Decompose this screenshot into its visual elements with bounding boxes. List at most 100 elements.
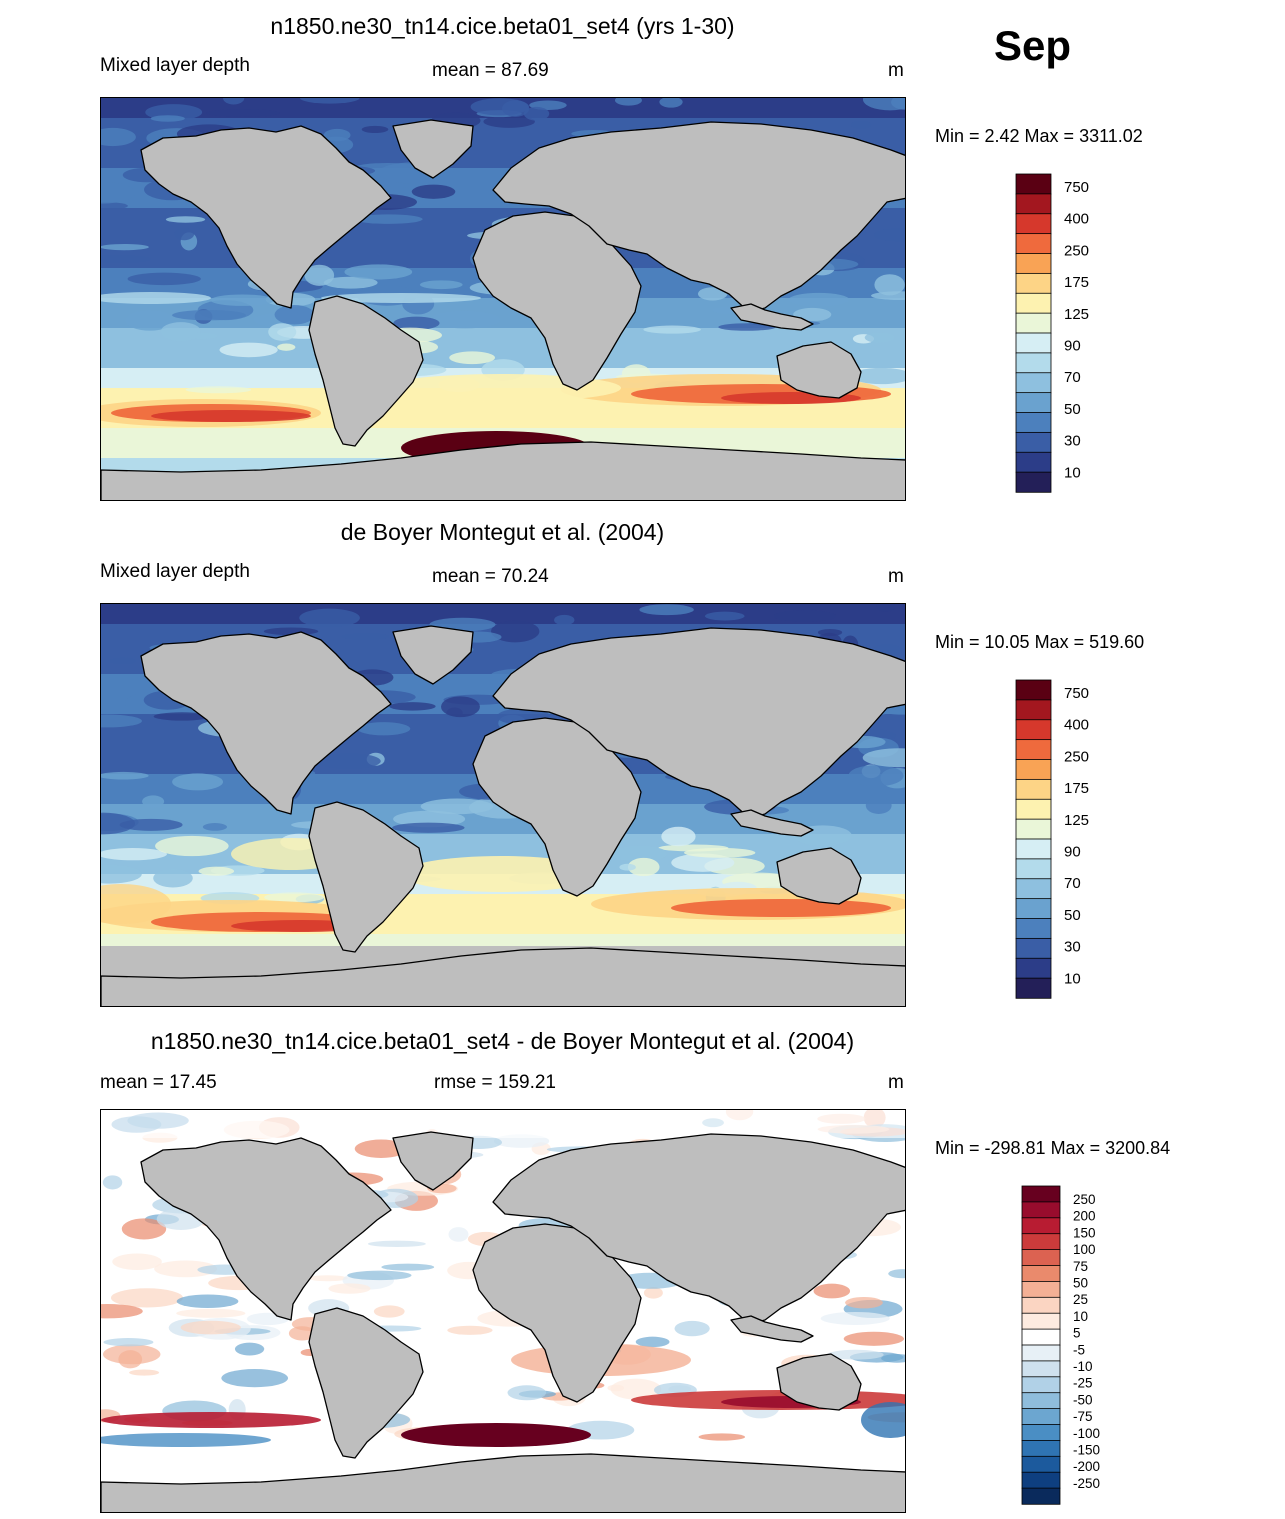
- field-patch: [172, 309, 246, 321]
- field-patch: [121, 1218, 167, 1240]
- colorbar-swatch: [1015, 332, 1052, 354]
- colorbar-tick-label: 400: [1064, 211, 1089, 228]
- field-patch: [154, 1260, 218, 1278]
- landmass-namerica: [140, 1137, 392, 1321]
- field-patch: [448, 1227, 469, 1242]
- field-patch: [619, 863, 636, 871]
- colorbar-swatch: [1015, 858, 1052, 880]
- field-patch: [142, 795, 165, 808]
- colorbar-swatch: [1021, 1439, 1061, 1457]
- field-patch: [881, 1354, 905, 1363]
- colorbar-tick-label: 50: [1064, 401, 1081, 418]
- field-patch: [441, 696, 480, 718]
- field-patch: [299, 608, 360, 628]
- field-patch: [470, 98, 529, 116]
- field-patch: [411, 184, 456, 199]
- landmass-namerica: [140, 631, 392, 815]
- panel-title-model: n1850.ne30_tn14.cice.beta01_set4 (yrs 1-…: [270, 13, 735, 39]
- colorbar-tick-label: 750: [1064, 685, 1089, 702]
- colorbar-tick-label: 30: [1064, 939, 1081, 956]
- field-patch: [848, 765, 904, 787]
- colorbar-swatch: [1015, 937, 1052, 959]
- field-patch: [101, 884, 171, 924]
- colorbar-swatch: [1015, 173, 1052, 195]
- colorbar-swatch: [1021, 1265, 1061, 1283]
- field-patch: [277, 343, 296, 351]
- minmax-model: Min = 2.42 Max = 3311.02: [935, 126, 1143, 146]
- colorbar-swatch: [1015, 898, 1052, 920]
- panel-title-diff: n1850.ne30_tn14.cice.beta01_set4 - de Bo…: [150, 1028, 855, 1054]
- colorbar-swatch: [1015, 312, 1052, 334]
- field-patch: [428, 310, 501, 329]
- colorbar-swatch: [1021, 1424, 1061, 1442]
- field-patch: [373, 1305, 405, 1318]
- landmass-eurasia: [492, 627, 905, 819]
- field-patch: [210, 294, 275, 306]
- colorbar-swatch: [1015, 778, 1052, 800]
- colorbar-tick-label: 400: [1064, 717, 1089, 734]
- field-patch: [101, 254, 152, 264]
- panel-left-label-obs: Mixed layer depth: [100, 561, 250, 582]
- colorbar-tick-label: 250: [1073, 1192, 1096, 1207]
- field-patch: [102, 1175, 123, 1190]
- field-patch: [101, 181, 136, 204]
- field-patch: [381, 1263, 435, 1271]
- field-patch: [845, 1296, 883, 1309]
- colorbar-swatch: [1021, 1249, 1061, 1267]
- colorbar-tick-label: 90: [1064, 338, 1081, 355]
- colorbar-swatch: [1015, 412, 1052, 434]
- colorbar-tick-label: 175: [1064, 274, 1089, 291]
- field-patch: [610, 1378, 662, 1400]
- colorbar-tick-label: 10: [1073, 1309, 1088, 1324]
- landmass-eurasia: [492, 121, 905, 313]
- field-patch: [674, 1320, 710, 1337]
- colorbar-tick-label: 200: [1073, 1209, 1096, 1224]
- field-patch: [205, 109, 281, 117]
- colorbar-swatch: [1015, 272, 1052, 294]
- colorbar-swatch: [1021, 1392, 1061, 1410]
- field-patch: [316, 753, 381, 770]
- colorbar-swatch: [1021, 1360, 1061, 1378]
- field-patch: [659, 98, 683, 108]
- colorbar-swatch: [1015, 957, 1052, 979]
- field-patch: [127, 272, 201, 286]
- colorbar-swatch: [1015, 372, 1052, 394]
- colorbar-swatch: [1021, 1312, 1061, 1330]
- field-patch: [180, 1320, 241, 1335]
- colorbar-swatch: [1021, 1328, 1061, 1346]
- field-patch: [101, 812, 136, 835]
- landmass-australia: [776, 341, 862, 399]
- field-patch: [221, 1368, 289, 1388]
- map-svg-obs: [101, 604, 905, 1006]
- field-patch: [827, 1349, 884, 1360]
- field-patch: [684, 847, 756, 858]
- field-patch: [110, 1288, 183, 1308]
- field-patch: [101, 1433, 271, 1447]
- field-patch: [697, 287, 728, 301]
- field-patch: [449, 351, 496, 365]
- field-patch: [874, 274, 905, 296]
- field-patch: [523, 106, 550, 121]
- colorbar-swatch: [1021, 1408, 1061, 1426]
- field-patch: [109, 657, 137, 665]
- field-patch: [129, 1369, 160, 1376]
- field-patch: [643, 1287, 663, 1299]
- colorbar-tick-label: 750: [1064, 179, 1089, 196]
- minmax-diff: Min = -298.81 Max = 3200.84: [935, 1138, 1171, 1158]
- colorbar-tick-label: 30: [1064, 433, 1081, 450]
- colorbar-tick-label: 5: [1073, 1326, 1081, 1341]
- field-patch: [865, 796, 892, 814]
- field-patch: [704, 611, 745, 621]
- field-patch: [101, 202, 128, 210]
- colorbar-swatch: [1015, 759, 1052, 781]
- field-patch: [103, 1344, 161, 1365]
- colorbar-tick-label: -25: [1073, 1376, 1093, 1391]
- field-patch: [268, 323, 297, 341]
- panel-rmse-diff: rmse = 159.21: [434, 1072, 556, 1093]
- colorbar-tick-label: 10: [1064, 464, 1081, 481]
- colorbar-swatch: [1015, 719, 1052, 741]
- colorbar-swatch: [1021, 1185, 1061, 1203]
- colorbar-swatch: [1015, 451, 1052, 473]
- field-patch: [198, 866, 235, 876]
- landmass-indonesia: [730, 809, 814, 837]
